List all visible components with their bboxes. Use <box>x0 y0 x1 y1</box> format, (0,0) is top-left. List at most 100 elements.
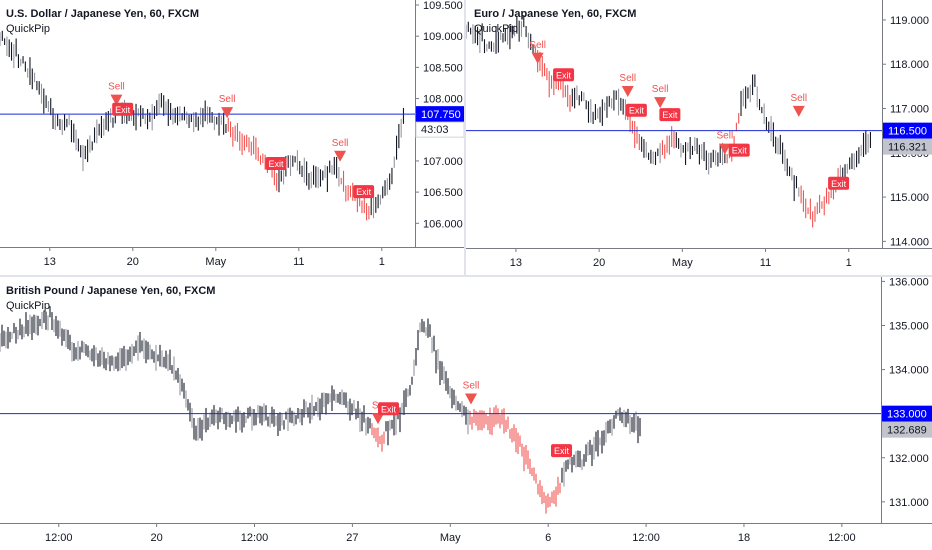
sell-signal-arrow <box>621 86 634 97</box>
sell-signal-label: Sell <box>529 40 546 51</box>
y-tick-label: 115.000 <box>890 192 929 204</box>
y-tick-label: 114.000 <box>890 236 929 248</box>
price-label: 116.500 <box>888 126 927 138</box>
sell-signal-label: Sell <box>717 131 734 142</box>
exit-signal-box <box>112 102 134 116</box>
x-tick-label: 12:00 <box>241 532 269 544</box>
sell-signal-arrow <box>465 393 477 405</box>
x-tick-label: 20 <box>593 257 605 269</box>
y-tick-label: 109.500 <box>423 0 463 12</box>
exit-signal-box <box>378 402 399 416</box>
y-tick-label: 108.500 <box>423 62 463 74</box>
y-tick-label: 108.000 <box>423 94 463 106</box>
y-tick-label: 106.500 <box>423 187 463 199</box>
y-tick-label: 107.000 <box>423 156 463 168</box>
sell-signal-label: Sell <box>332 138 349 149</box>
sell-signal-label: Sell <box>619 73 636 84</box>
usdjpy-chart[interactable]: 109.500 109.000 108.500 108.000 107.000 106.5… <box>0 0 464 276</box>
countdown-label: 43:03 <box>421 124 449 136</box>
y-tick-label: 109.000 <box>423 31 463 43</box>
exit-signal-box <box>353 185 375 199</box>
exit-signal-label: Exit <box>556 70 572 80</box>
vertical-separator <box>464 0 466 276</box>
exit-signal-box <box>625 103 647 117</box>
x-tick-label: 12:00 <box>828 532 856 544</box>
exit-signal-label: Exit <box>554 446 570 456</box>
chart-title: U.S. Dollar / Japanese Yen, 60, FXCM <box>6 8 199 20</box>
chart-subtitle: QuickPip <box>474 23 519 35</box>
exit-signal-label: Exit <box>381 404 397 414</box>
x-tick-label: 11 <box>760 257 771 269</box>
x-tick-label: 1 <box>846 257 852 269</box>
exit-signal-label: Exit <box>662 110 678 120</box>
gbpjpy-chart-panel[interactable]: 136.000 135.000 134.000 133.000 132.000 131.0… <box>0 277 932 550</box>
y-tick-label: 106.000 <box>423 218 463 230</box>
y-tick-label: 118.000 <box>890 59 929 71</box>
chart-subtitle: QuickPip <box>6 300 51 312</box>
eurjpy-chart-panel[interactable]: 119.000118.000117.000116.000115.000114.0… <box>466 0 932 276</box>
exit-signal-box <box>551 444 572 458</box>
sell-signal-arrow <box>718 143 731 155</box>
x-tick-label: 11 <box>293 256 304 268</box>
x-tick-label: May <box>205 256 226 268</box>
x-tick-label: May <box>672 257 693 269</box>
sell-signal-arrow <box>531 52 544 64</box>
y-tick-label: 119.000 <box>890 15 929 27</box>
exit-signal-label: Exit <box>115 105 131 115</box>
exit-signal-label: Exit <box>732 146 748 156</box>
sell-signal-label: Sell <box>652 84 669 95</box>
exit-signal-box <box>553 68 575 82</box>
sell-signal-arrow <box>110 94 123 106</box>
price-label: 133.000 <box>887 409 927 421</box>
sell-signal-arrow <box>792 105 805 117</box>
x-tick-label: 27 <box>346 532 358 544</box>
sell-signal-arrow <box>221 107 234 119</box>
x-tick-label: 12:00 <box>45 532 73 544</box>
y-tick-label: 136.000 <box>889 277 929 288</box>
exit-signal-label: Exit <box>831 179 847 189</box>
last-price-label: 116.321 <box>888 142 927 154</box>
eurjpy-chart[interactable]: 119.000118.000117.000116.000115.000114.0… <box>466 0 932 276</box>
exit-signal-box <box>828 176 850 190</box>
exit-signal-label: Exit <box>356 187 372 197</box>
price-label: 107.750 <box>421 109 461 121</box>
x-tick-label: May <box>440 532 461 544</box>
sell-signal-label: Sell <box>463 380 480 391</box>
exit-signal-box <box>265 157 287 171</box>
countdown-bg <box>415 121 464 138</box>
sell-signal-arrow <box>654 97 667 109</box>
y-tick-label: 132.000 <box>889 453 929 465</box>
exit-signal-box <box>728 143 750 157</box>
y-tick-label: 134.000 <box>889 365 929 377</box>
last-price-bg <box>882 421 932 438</box>
sell-signal-label: Sell <box>108 82 125 93</box>
x-tick-label: 20 <box>127 256 139 268</box>
exit-signal-label: Exit <box>629 106 645 116</box>
sell-signal-label: Sell <box>219 94 236 105</box>
sell-signal-label: Sell <box>790 93 807 104</box>
usdjpy-chart-panel[interactable]: 109.500 109.000 108.500 108.000 107.000 106.5… <box>0 0 464 276</box>
y-tick-label: 131.000 <box>889 497 929 509</box>
sell-signal-arrow <box>372 413 384 425</box>
sell-signal-arrow <box>334 150 347 162</box>
horizontal-separator <box>0 275 932 277</box>
price-label-bg <box>883 122 932 139</box>
gbpjpy-chart[interactable]: 136.000 135.000 134.000 133.000 132.000 131.0… <box>0 277 932 550</box>
y-tick-label: 135.000 <box>889 320 929 332</box>
x-tick-label: 20 <box>150 532 162 544</box>
last-price-label: 132.689 <box>887 425 927 437</box>
y-tick-label: 117.000 <box>890 104 929 116</box>
exit-signal-label: Exit <box>269 159 285 169</box>
x-tick-label: 1 <box>379 256 385 268</box>
x-tick-label: 13 <box>44 256 56 268</box>
price-label-bg <box>416 106 464 123</box>
x-tick-label: 6 <box>545 532 551 544</box>
x-tick-label: 13 <box>510 257 522 269</box>
chart-title: British Pound / Japanese Yen, 60, FXCM <box>6 285 216 297</box>
exit-signal-box <box>659 108 681 122</box>
x-tick-label: 12:00 <box>632 532 660 544</box>
x-tick-label: 18 <box>738 532 750 544</box>
last-price-bg <box>883 138 932 155</box>
price-label-bg <box>882 405 932 422</box>
chart-title: Euro / Japanese Yen, 60, FXCM <box>474 8 637 20</box>
